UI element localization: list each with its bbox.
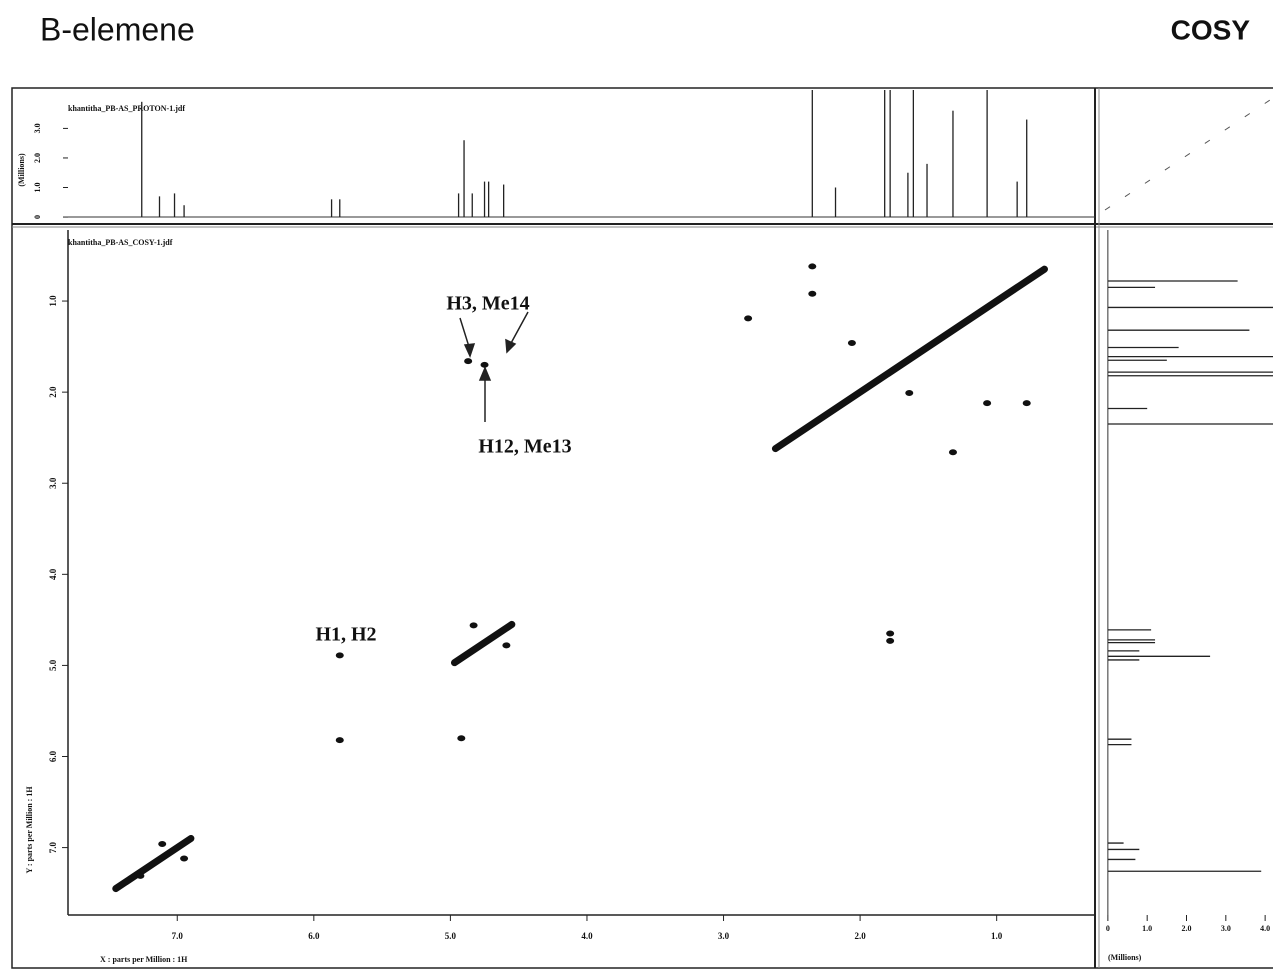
x-tick-label: 1.0 [991,931,1003,941]
cross-peak [1022,400,1031,407]
x-tick-label: 3.0 [718,931,730,941]
annotation: H3, Me14 [446,293,529,315]
cross-peak [469,622,478,629]
x-tick-label: 4.0 [1260,924,1270,933]
cross-peak [158,840,167,847]
cross-peak [457,735,466,742]
y-tick-label: 3.0 [33,123,42,133]
y-tick-label: 0 [33,215,42,219]
corner-diagonal [1104,99,1271,211]
cross-peak [480,361,489,368]
cross-peak [335,652,344,659]
y-tick-label: 2.0 [33,153,42,163]
cross-peak [886,630,895,637]
x-tick-label: 2.0 [854,931,866,941]
x-tick-label: 1.0 [1142,924,1152,933]
y-tick-label: 7.0 [48,841,58,853]
y-tick-label: 3.0 [48,477,58,489]
x-tick-label: 3.0 [1221,924,1231,933]
x-tick-label: 6.0 [308,931,320,941]
cross-peak [808,290,817,297]
cross-peak [180,855,189,862]
y-tick-label: 1.0 [48,295,58,307]
y-tick-label: 4.0 [48,568,58,580]
proton-file: khantitha_PB-AS_PROTON-1.jdf [68,104,185,113]
annotation: H1, H2 [315,624,376,646]
cross-peak [136,872,145,879]
cross-peak [335,737,344,744]
annotation: H12, Me13 [478,436,571,458]
diagonal [112,265,1048,893]
x-tick-label: 5.0 [445,931,457,941]
y-label: Y : parts per Million : 1H [25,786,34,874]
frame [11,87,1273,969]
x-tick-label: 2.0 [1182,924,1192,933]
y-tick-label: 1.0 [33,183,42,193]
x-tick-label: 7.0 [172,931,184,941]
intensity-label: (Millions) [1108,953,1142,962]
y-tick-label: 2.0 [48,386,58,398]
cross-peak [502,642,511,649]
cross-peak [905,390,914,397]
cross-peak [464,358,473,365]
cross-peak [886,637,895,644]
x-tick-label: 0 [1106,924,1110,933]
title: B-elemene [40,11,195,47]
cross-peak [948,449,957,456]
subtitle: COSY [1171,14,1251,45]
cosy-file: khantitha_PB-AS_COSY-1.jdf [68,238,173,247]
cross-peak [808,263,817,270]
arrows [459,311,529,422]
x-label: X : parts per Million : 1H [100,955,188,964]
y-tick-label: 5.0 [48,659,58,671]
x-tick-label: 4.0 [581,931,593,941]
cross-peak [983,400,992,407]
y-tick-label: 6.0 [48,750,58,762]
intensity-label: (Millions) [17,153,26,187]
cross-peak [744,315,753,322]
cross-peak [847,339,856,346]
